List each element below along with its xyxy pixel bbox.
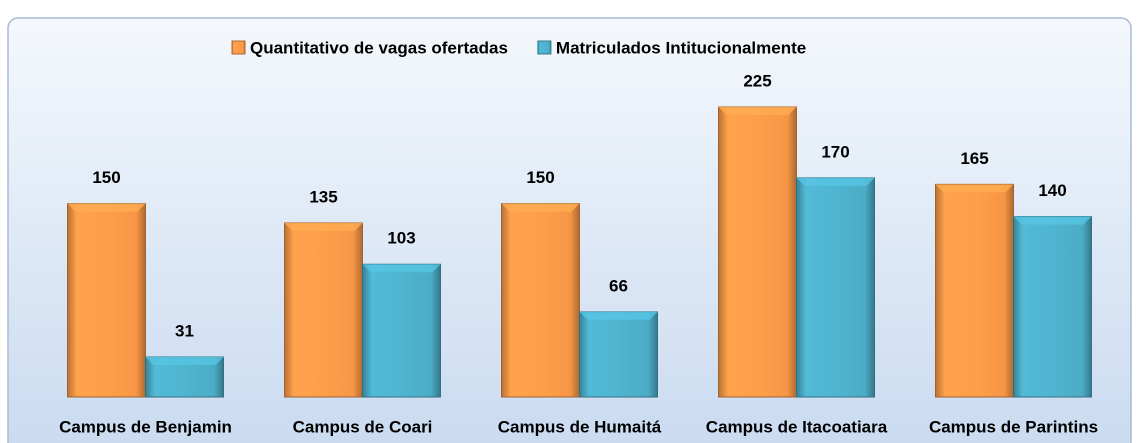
- bar-bevel: [579, 311, 658, 320]
- bar: [67, 203, 146, 398]
- value-label: 31: [175, 322, 194, 341]
- bar: [796, 177, 875, 398]
- bar: [362, 263, 441, 398]
- bar-bevel: [284, 223, 363, 231]
- bar: [501, 203, 580, 398]
- x-tick-label: Campus de Benjamin: [59, 417, 232, 436]
- legend-label: Quantitativo de vagas ofertadas: [250, 38, 508, 57]
- bar-bevel: [796, 177, 875, 186]
- bar-bevel: [362, 264, 441, 273]
- bar: [284, 222, 363, 398]
- bar-bevel: [501, 203, 580, 212]
- x-tick-label: Campus de Coari: [293, 417, 433, 436]
- bar: [1013, 216, 1092, 398]
- bar-bevel: [67, 203, 146, 212]
- x-tick-label: Campus de Parintins: [929, 417, 1098, 436]
- bar-bevel: [935, 184, 1014, 193]
- legend-swatch: [537, 40, 552, 55]
- bar: [579, 311, 658, 398]
- bar-bevel: [145, 357, 224, 366]
- value-label: 170: [821, 142, 849, 161]
- value-label: 165: [960, 149, 988, 168]
- bar-bevel: [1013, 216, 1092, 225]
- legend-swatch: [231, 40, 246, 55]
- legend-label: Matriculados Intitucionalmente: [556, 38, 806, 57]
- x-tick-label: Campus de Humaitá: [498, 417, 662, 436]
- x-tick-label: Campus de Itacoatiara: [706, 417, 888, 436]
- value-label: 103: [387, 229, 415, 248]
- bar: [718, 106, 797, 398]
- value-label: 150: [92, 168, 120, 187]
- value-label: 225: [743, 71, 771, 90]
- bar: [935, 183, 1014, 398]
- value-label: 140: [1038, 181, 1066, 200]
- value-label: 66: [609, 276, 628, 295]
- bar-bevel: [718, 107, 797, 115]
- value-label: 135: [309, 187, 337, 206]
- value-label: 150: [526, 168, 554, 187]
